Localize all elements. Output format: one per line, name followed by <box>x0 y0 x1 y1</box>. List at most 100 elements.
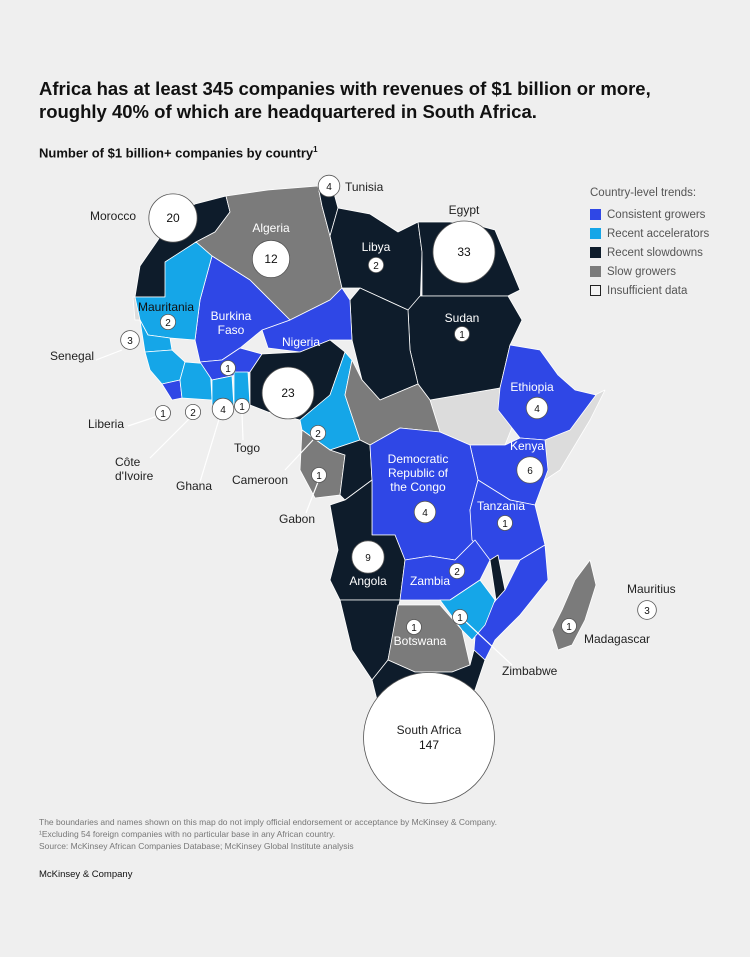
country-burkina-faso: 1 Burkina Faso <box>211 309 252 376</box>
value-label: 1 <box>566 622 572 633</box>
legend-label: Recent accelerators <box>607 227 710 240</box>
country-name-label: Nigeria <box>282 335 320 349</box>
value-label: 1 <box>502 519 508 530</box>
country-name-label: Madagascar <box>584 632 650 646</box>
value-label: 4 <box>220 405 226 416</box>
country-name-label: Gabon <box>279 512 315 526</box>
legend-label: Recent slowdowns <box>607 246 703 259</box>
value-bubble <box>148 193 198 243</box>
value-label: 2 <box>190 408 196 419</box>
country-name-label: Botswana <box>394 634 447 648</box>
country-name-label: Sudan <box>445 311 480 325</box>
leader-line <box>149 417 191 459</box>
value-bubble <box>516 456 544 484</box>
value-label: 23 <box>281 386 295 400</box>
country-name-label: South Africa <box>397 723 462 737</box>
legend-label: Insufficient data <box>607 284 688 297</box>
chart-title: Africa has at least 345 companies with r… <box>39 78 651 122</box>
footnotes: The boundaries and names shown on this m… <box>39 816 497 852</box>
subtitle-text: Number of $1 billion+ companies by count… <box>39 145 314 161</box>
country-morocco: 20 Morocco <box>90 193 198 243</box>
value-bubble <box>351 540 385 574</box>
legend-item-insufficient-data: Insufficient data <box>590 281 709 300</box>
country-zimbabwe: 1 Zimbabwe <box>452 609 558 678</box>
leader-line <box>127 415 159 427</box>
legend-title: Country-level trends: <box>590 187 697 199</box>
country-name-label: Senegal <box>50 349 94 363</box>
legend-swatch <box>590 266 601 277</box>
chart-subtitle: Number of $1 billion+ companies by count… <box>39 145 318 160</box>
country-tanzania: 1 Tanzania <box>477 499 525 531</box>
legend-item-slow-growers: Slow growers <box>590 262 709 281</box>
country-name-label: Morocco <box>90 209 136 223</box>
value-label: 3 <box>127 336 133 347</box>
note-footnote-1: ¹Excluding 54 foreign companies with no … <box>39 829 336 839</box>
value-bubble <box>155 405 171 421</box>
country-name-label: Tanzania <box>477 499 525 513</box>
value-label: 6 <box>527 466 533 477</box>
legend-label: Consistent growers <box>607 208 706 221</box>
value-bubble <box>311 467 327 483</box>
country-c-te-d-ivoire: 2 Côte d'Ivoire <box>115 403 202 483</box>
country-shape-niger <box>261 287 353 353</box>
legend-swatch <box>590 285 601 296</box>
country-gabon: 1 Gabon <box>279 467 327 526</box>
value-bubble <box>159 313 177 331</box>
value-label: 4 <box>326 182 332 193</box>
country-name-label: Ghana <box>176 479 212 493</box>
value-label: 33 <box>457 245 471 259</box>
value-bubble <box>406 619 422 635</box>
country-nigeria: 23 Nigeria <box>261 335 320 420</box>
country-senegal: 3 Senegal <box>50 330 140 363</box>
value-bubble <box>452 609 468 625</box>
country-shape-zimbabwe <box>439 579 496 641</box>
value-bubble <box>220 360 236 376</box>
value-label: 1 <box>411 623 417 634</box>
value-label: 4 <box>422 508 428 519</box>
legend: Country-level trends: Consistent growers… <box>590 187 709 300</box>
leader-line <box>284 439 314 471</box>
value-label: 2 <box>454 567 460 578</box>
legend-item-recent-slowdowns: Recent slowdowns <box>590 243 709 262</box>
value-bubble <box>309 424 327 442</box>
country-cameroon: 2 Cameroon <box>232 424 327 487</box>
note-disclaimer: The boundaries and names shown on this m… <box>39 817 497 827</box>
brand-logo: McKinsey & Company <box>39 869 133 880</box>
leader-line <box>95 349 123 361</box>
value-label: 1 <box>457 613 463 624</box>
value-bubble <box>413 500 437 524</box>
country-name-label: Côte d'Ivoire <box>115 455 154 483</box>
value-label: 4 <box>534 404 540 415</box>
country-libya: 2 Libya <box>362 240 391 274</box>
value-bubble <box>363 672 495 804</box>
leader-line <box>305 481 319 514</box>
country-name-label: Mauritius <box>627 582 676 596</box>
value-bubble <box>234 398 250 414</box>
leader-line <box>465 621 513 666</box>
country-name-label: Zambia <box>410 574 450 588</box>
country-algeria: 12 Algeria <box>251 221 291 279</box>
value-label: 2 <box>165 318 171 329</box>
country-name-label: Kenya <box>510 439 544 453</box>
country-name-label: Algeria <box>252 221 290 235</box>
value-label: 1 <box>459 330 465 341</box>
country-shapes <box>132 185 606 726</box>
value-bubble <box>561 618 577 634</box>
country-tunisia: 4 Tunisia <box>317 174 384 198</box>
value-label: 1 <box>225 364 231 375</box>
value-bubble <box>454 326 470 342</box>
country-mauritania: 2 Mauritania <box>138 300 194 331</box>
country-zambia: 2 Zambia <box>410 562 466 588</box>
country-togo: 1 Togo <box>234 398 260 455</box>
value-label: 2 <box>373 261 379 272</box>
country-ghana: 4 Ghana <box>176 397 235 493</box>
value-label: 1 <box>160 409 166 420</box>
country-shape-cote-d-ivoire <box>179 361 213 401</box>
country-name-label: Angola <box>349 574 387 588</box>
country-name-label: Mauritania <box>138 300 194 314</box>
country-mauritius: 3 Mauritius <box>627 582 676 620</box>
value-bubble <box>251 239 291 279</box>
value-label: 12 <box>264 252 278 266</box>
